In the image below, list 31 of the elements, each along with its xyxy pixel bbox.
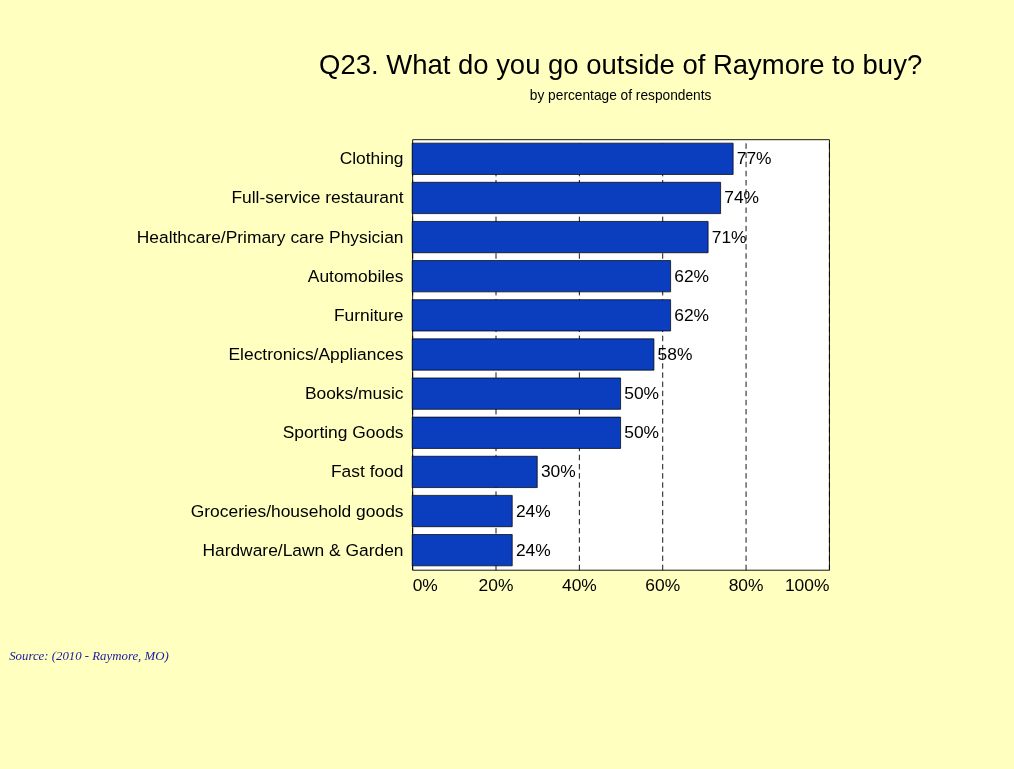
y-tick-label: Books/music (304, 383, 404, 404)
data-label: 24% (515, 500, 551, 521)
y-tick-label: Full-service restaurant (231, 187, 404, 208)
x-tick-label: 0% (412, 575, 438, 596)
y-tick-label: Clothing (339, 148, 404, 169)
data-label: 62% (674, 265, 710, 286)
chart-subtitle: by percentage of respondents (529, 87, 712, 103)
x-tick-label: 40% (561, 575, 597, 596)
x-tick-label: 20% (478, 575, 514, 596)
data-label: 62% (674, 304, 710, 325)
y-tick-label: Hardware/Lawn & Garden (202, 539, 404, 560)
y-tick-label: Fast food (330, 461, 404, 482)
data-label: 74% (724, 187, 760, 208)
source-note: Source: (2010 - Raymore, MO) (9, 649, 169, 664)
y-tick-label: Groceries/household goods (190, 500, 404, 521)
data-label: 30% (540, 461, 576, 482)
y-tick-label: Automobiles (307, 265, 404, 286)
data-label: 71% (711, 226, 747, 247)
data-label: 58% (657, 343, 693, 364)
y-tick-label: Electronics/Appliances (228, 343, 404, 364)
data-label: 24% (515, 539, 551, 560)
y-tick-label: Healthcare/Primary care Physician (136, 226, 404, 247)
y-tick-label: Furniture (333, 304, 404, 325)
chart-title: Q23. What do you go outside of Raymore to buy? (319, 49, 923, 81)
y-tick-label: Sporting Goods (282, 422, 404, 443)
data-label: 77% (736, 148, 772, 169)
x-tick-label: 80% (728, 575, 764, 596)
data-label: 50% (624, 383, 660, 404)
x-tick-label: 100% (784, 575, 830, 596)
x-tick-label: 60% (645, 575, 681, 596)
data-label: 50% (624, 422, 660, 443)
